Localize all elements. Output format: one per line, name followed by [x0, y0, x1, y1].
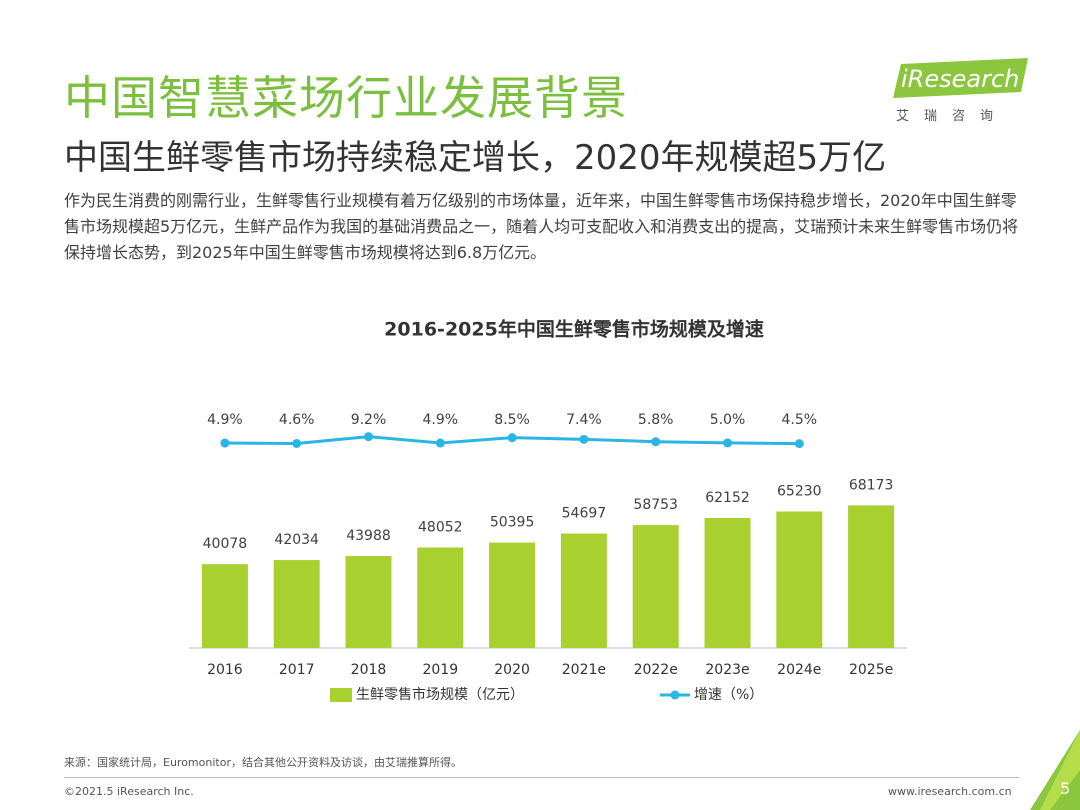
legend-swatch	[670, 690, 680, 700]
title: 中国智慧菜场行业发展背景	[64, 71, 628, 125]
x-tick-label: 2017	[279, 662, 315, 678]
separator	[64, 777, 1019, 778]
bar	[273, 560, 320, 648]
bar	[201, 564, 248, 648]
x-tick-label: 2016	[207, 662, 243, 678]
bar-label: 50395	[490, 515, 535, 531]
logo-bg	[893, 58, 1028, 98]
x-tick-label: 2021e	[562, 662, 606, 678]
bar-label: 65230	[777, 484, 822, 500]
bar-label: 43988	[346, 528, 391, 544]
url: www.iresearch.com.cn	[888, 785, 1012, 798]
line-point	[794, 439, 804, 449]
line-label: 4.9%	[207, 412, 243, 428]
x-tick-label: 2024e	[777, 662, 821, 678]
corner-shape	[1030, 730, 1080, 810]
line-point	[292, 438, 302, 448]
bar	[560, 533, 607, 648]
legend-label: 增速（%）	[694, 687, 763, 703]
paragraph: 作为民生消费的刚需行业，生鲜零售行业规模有着万亿级别的市场体量，近年来，中国生鲜…	[64, 191, 1019, 262]
subtitle: 中国生鲜零售市场持续稳定增长，2020年规模超5万亿	[64, 138, 887, 178]
line-label: 4.5%	[782, 412, 818, 428]
bar	[489, 542, 536, 648]
x-tick-label: 2022e	[634, 662, 678, 678]
bar	[704, 517, 751, 648]
bar-label: 40078	[203, 536, 248, 552]
line-point	[220, 438, 230, 448]
x-tick-label: 2019	[422, 662, 458, 678]
line-label: 5.8%	[638, 412, 674, 428]
bar	[632, 525, 679, 648]
bar-label: 48052	[418, 519, 463, 535]
copyright: ©2021.5 iResearch Inc.	[64, 785, 194, 798]
bar-label: 42034	[274, 532, 319, 548]
bar	[776, 511, 823, 648]
line-label: 4.6%	[279, 412, 315, 428]
line-point	[435, 438, 445, 448]
bar	[848, 505, 895, 648]
bar	[345, 555, 392, 648]
x-tick-label: 2020	[494, 662, 530, 678]
corner-shape	[1040, 730, 1080, 810]
x-tick-label: 2025e	[849, 662, 893, 678]
line-point	[651, 437, 661, 447]
bar-label: 58753	[633, 497, 678, 513]
x-tick-label: 2018	[351, 662, 387, 678]
chart: 2016-2025年中国生鲜零售市场规模及增速 2016 2017 2018 2019…	[189, 318, 907, 703]
bar	[417, 547, 464, 648]
logo: iResearch	[893, 58, 1028, 98]
x-tick-label: 2023e	[705, 662, 749, 678]
bar-label: 62152	[705, 490, 750, 506]
source: 来源：国家统计局，Euromonitor，结合其他公开资料及访谈，由艾瑞推算所得…	[64, 756, 462, 769]
legend-swatch	[330, 688, 352, 702]
logo-sub: 艾瑞咨询	[896, 109, 1009, 124]
line-point	[364, 432, 373, 442]
page-number: 5	[1060, 779, 1070, 798]
bar-label: 54697	[562, 506, 607, 522]
line-label: 8.5%	[494, 412, 530, 428]
chart-title: 2016-2025年中国生鲜零售市场规模及增速	[384, 318, 764, 341]
bar-label: 68173	[849, 477, 894, 493]
corner: 5	[1030, 730, 1080, 810]
line-point	[723, 438, 732, 448]
line-label: 5.0%	[710, 412, 746, 428]
line-label: 4.9%	[423, 412, 459, 428]
legend-label: 生鲜零售市场规模（亿元）	[356, 686, 524, 703]
logo-text: iResearch	[901, 65, 1019, 93]
line-point	[579, 434, 589, 444]
line-point	[507, 433, 517, 443]
line-label: 7.4%	[566, 412, 602, 428]
line-label: 9.2%	[351, 412, 387, 428]
